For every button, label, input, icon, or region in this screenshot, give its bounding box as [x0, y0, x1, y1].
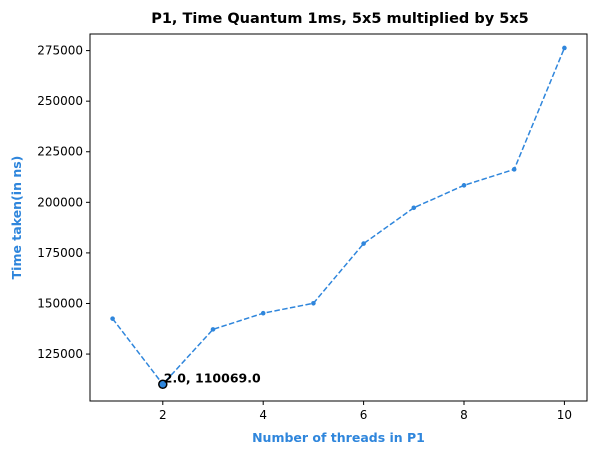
min-point-annotation: 2.0, 110069.0 — [164, 370, 261, 385]
y-tick-label: 225000 — [37, 145, 83, 159]
x-tick-label: 6 — [360, 408, 368, 422]
data-point — [361, 241, 366, 246]
data-point — [160, 381, 166, 387]
series-line — [111, 47, 566, 386]
y-axis: 125000 150000 175000 200000 225000 250000 2750… — [37, 44, 90, 361]
x-tick-label: 4 — [259, 408, 267, 422]
data-point — [110, 316, 115, 321]
data-point — [562, 45, 567, 51]
y-tick-label: 150000 — [37, 296, 83, 310]
plot-area: 2.0, 110069.0 — [110, 45, 567, 390]
x-tick-label: 10 — [557, 408, 572, 422]
y-tick-label: 275000 — [37, 44, 83, 58]
data-point — [461, 183, 467, 188]
y-tick-label: 250000 — [37, 94, 83, 108]
x-tick-label: 2 — [159, 408, 167, 422]
chart-title: P1, Time Quantum 1ms, 5x5 multiplied by … — [151, 11, 529, 27]
data-point — [511, 167, 517, 172]
x-axis-label: Number of threads in P1 — [252, 430, 425, 445]
data-point — [260, 310, 266, 316]
y-tick-label: 200000 — [37, 195, 83, 209]
x-axis: 2 4 6 8 10 — [159, 401, 572, 422]
data-point — [411, 205, 417, 211]
data-point — [311, 300, 316, 306]
y-tick-label: 125000 — [37, 347, 83, 361]
plot-frame — [89, 33, 588, 402]
data-point — [210, 327, 216, 332]
x-tick-label: 8 — [460, 408, 468, 422]
y-axis-label: Time taken(in ns) — [9, 156, 24, 280]
y-tick-label: 175000 — [37, 246, 83, 260]
